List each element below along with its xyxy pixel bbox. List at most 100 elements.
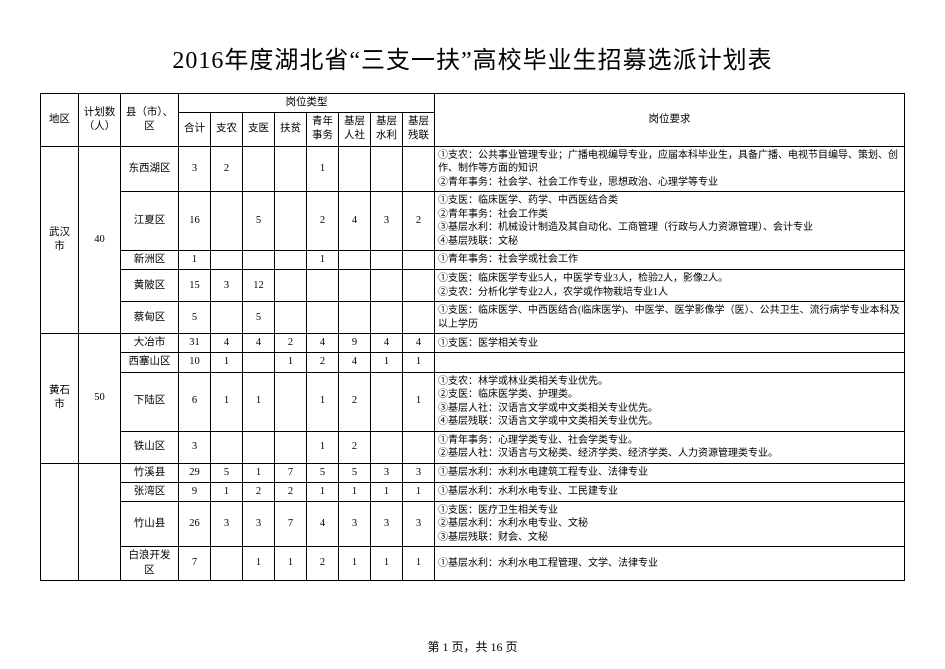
table-row: 铁山区312①青年事务：心理学类专业、社会学类专业。②基层人社：汉语言与文秘类、… [41,431,905,463]
cell-num: 3 [179,431,211,463]
cell-num: 4 [211,334,243,353]
table-row: 蔡甸区55①支医：临床医学、中西医结合(临床医学)、中医学、医学影像学（医）、公… [41,302,905,334]
table-row: 竹山县263374333①支医：医疗卫生相关专业②基层水利：水利水电专业、文秘③… [41,501,905,547]
cell-num [243,353,275,372]
cell-county: 黄陂区 [121,270,179,302]
cell-num [211,192,243,251]
th-col-1: 支农 [211,113,243,146]
cell-num [243,251,275,270]
cell-num: 1 [275,353,307,372]
cell-num: 31 [179,334,211,353]
cell-req: ①支农：公共事业管理专业；广播电视编导专业，应届本科毕业生，具备广播、电视节目编… [435,146,905,192]
cell-num: 10 [179,353,211,372]
table-row: 竹溪县295175533①基层水利：水利水电建筑工程专业、法律专业 [41,463,905,482]
cell-num: 4 [307,501,339,547]
cell-num: 5 [179,302,211,334]
cell-num [211,547,243,580]
cell-county: 西塞山区 [121,353,179,372]
cell-num: 3 [371,501,403,547]
cell-num: 1 [339,547,371,580]
cell-num: 4 [403,334,435,353]
cell-county: 下陆区 [121,372,179,431]
cell-num: 9 [339,334,371,353]
table-row: 白浪开发区7112111①基层水利：水利水电工程管理、文学、法律专业 [41,547,905,580]
cell-num [275,431,307,463]
th-col-3: 扶贫 [275,113,307,146]
cell-county: 蔡甸区 [121,302,179,334]
cell-req: ①支医：临床医学、药学、中西医结合类②青年事务：社会工作类③基层水利：机械设计制… [435,192,905,251]
cell-num [371,302,403,334]
cell-num: 1 [307,251,339,270]
cell-num: 1 [403,372,435,431]
cell-num [307,302,339,334]
cell-num: 1 [371,482,403,501]
cell-county: 竹山县 [121,501,179,547]
cell-num: 3 [339,501,371,547]
th-col-0: 合计 [179,113,211,146]
cell-num: 2 [307,547,339,580]
cell-num [371,251,403,270]
cell-num: 2 [339,431,371,463]
cell-num: 16 [179,192,211,251]
th-county: 县（市）、区 [121,94,179,147]
cell-num: 2 [275,482,307,501]
cell-num [371,146,403,192]
table-row: 黄石市50大冶市314424944①支医：医学相关专业 [41,334,905,353]
plan-table: 地区 计划数（人） 县（市）、区 岗位类型 岗位要求 合计 支农 支医 扶贫 青… [40,93,905,581]
cell-num [339,270,371,302]
cell-county: 东西湖区 [121,146,179,192]
cell-num: 4 [339,192,371,251]
cell-req: ①基层水利：水利水电专业、工民建专业 [435,482,905,501]
cell-num: 1 [275,547,307,580]
cell-num: 26 [179,501,211,547]
cell-num: 7 [275,463,307,482]
cell-num: 29 [179,463,211,482]
table-row: 黄陂区15312①支医：临床医学专业5人，中医学专业3人，检验2人，影像2人。②… [41,270,905,302]
cell-num: 15 [179,270,211,302]
th-col-2: 支医 [243,113,275,146]
cell-req: ①支医：临床医学专业5人，中医学专业3人，检验2人，影像2人。②支农：分析化学专… [435,270,905,302]
cell-num: 1 [403,547,435,580]
cell-num: 3 [179,146,211,192]
cell-num [403,251,435,270]
cell-num [339,302,371,334]
th-req-group: 岗位要求 [435,94,905,147]
page-footer: 第 1 页，共 16 页 [0,638,945,655]
cell-num: 1 [243,372,275,431]
cell-num [403,270,435,302]
cell-num: 4 [307,334,339,353]
cell-num: 3 [211,501,243,547]
cell-req: ①支医：医疗卫生相关专业②基层水利：水利水电专业、文秘③基层残联：财会、文秘 [435,501,905,547]
th-col-6: 基层水利 [371,113,403,146]
cell-req: ①青年事务：心理学类专业、社会学类专业。②基层人社：汉语言与文秘类、经济学类、经… [435,431,905,463]
cell-num: 1 [307,372,339,431]
cell-num: 2 [403,192,435,251]
cell-num [371,431,403,463]
cell-req: ①基层水利：水利水电工程管理、文学、法律专业 [435,547,905,580]
cell-req: ①基层水利：水利水电建筑工程专业、法律专业 [435,463,905,482]
cell-num: 1 [243,547,275,580]
cell-num: 5 [243,192,275,251]
cell-num: 1 [307,482,339,501]
cell-num [275,372,307,431]
cell-num [403,431,435,463]
cell-num: 9 [179,482,211,501]
cell-num: 4 [243,334,275,353]
cell-num [275,251,307,270]
table-row: 武汉市40东西湖区321①支农：公共事业管理专业；广播电视编导专业，应届本科毕业… [41,146,905,192]
cell-num [275,270,307,302]
cell-num [307,270,339,302]
cell-num: 3 [371,463,403,482]
cell-num: 2 [307,192,339,251]
cell-num: 5 [243,302,275,334]
cell-num: 3 [211,270,243,302]
cell-num: 7 [275,501,307,547]
cell-num: 1 [243,463,275,482]
cell-county: 江夏区 [121,192,179,251]
cell-plan: 40 [79,146,121,334]
cell-req: ①青年事务：社会学或社会工作 [435,251,905,270]
cell-county: 铁山区 [121,431,179,463]
cell-num: 1 [403,482,435,501]
table-row: 江夏区1652432①支医：临床医学、药学、中西医结合类②青年事务：社会工作类③… [41,192,905,251]
cell-num: 6 [179,372,211,431]
